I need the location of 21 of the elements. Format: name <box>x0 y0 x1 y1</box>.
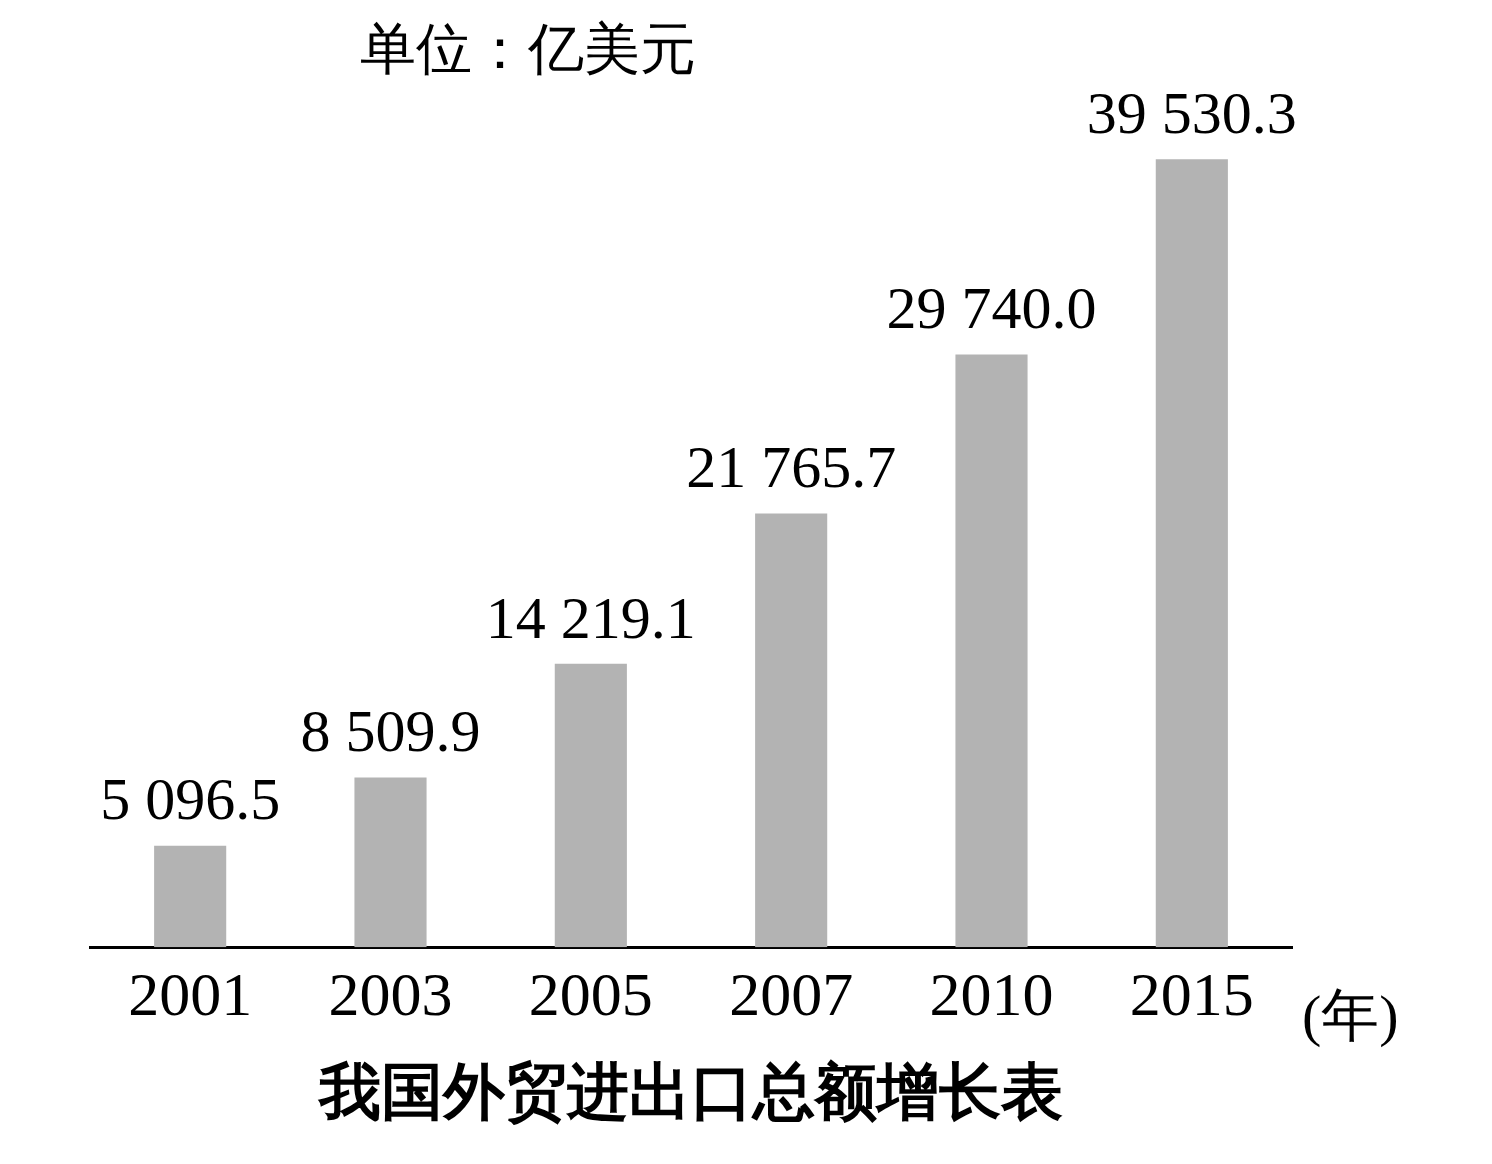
x-tick-label: 2003 <box>328 959 453 1028</box>
bar <box>354 777 427 948</box>
data-label: 39 530.3 <box>1086 80 1297 147</box>
data-label: 5 096.5 <box>100 766 281 833</box>
x-tick-label: 2007 <box>729 959 854 1028</box>
bar <box>154 845 227 948</box>
x-tick-label: 2015 <box>1129 959 1254 1028</box>
bar <box>755 513 828 948</box>
x-axis-title: (年) <box>1302 982 1399 1048</box>
data-label: 14 219.1 <box>485 584 696 651</box>
x-tick-label: 2010 <box>929 959 1054 1028</box>
data-label: 21 765.7 <box>686 434 897 501</box>
x-tick-label: 2005 <box>528 959 653 1028</box>
bar <box>1155 159 1228 948</box>
x-tick-label: 2001 <box>128 959 253 1028</box>
bar <box>955 354 1028 948</box>
data-label: 8 509.9 <box>300 698 481 765</box>
bar <box>554 663 627 948</box>
text: 单位：亿美元 <box>360 17 696 80</box>
data-label: 29 740.0 <box>886 275 1097 342</box>
text: 我国外贸进出口总额增长表 <box>317 1057 1063 1126</box>
